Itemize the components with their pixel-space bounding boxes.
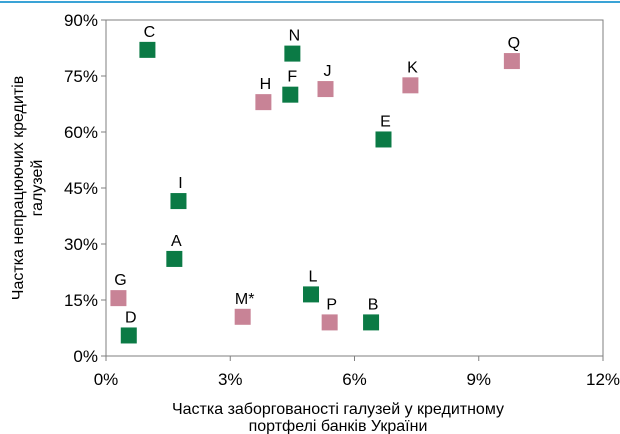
data-point-g <box>110 290 127 307</box>
data-point-i <box>170 193 187 210</box>
data-label-d: D <box>125 309 137 326</box>
y-tick-label: 45% <box>64 179 98 198</box>
data-label-m-star: M* <box>235 291 255 308</box>
y-tick-label: 60% <box>64 123 98 142</box>
data-point-a <box>166 250 183 267</box>
data-point-j <box>317 81 334 98</box>
y-tick-label: 0% <box>73 347 98 366</box>
x-tick-label: 3% <box>218 370 243 389</box>
data-label-k: K <box>407 59 418 76</box>
x-tick-label: 0% <box>94 370 119 389</box>
y-tick-label: 90% <box>64 11 98 30</box>
y-tick-label: 15% <box>64 291 98 310</box>
x-axis-title-line-1: Частка заборгованості галузей у кредитно… <box>172 401 504 418</box>
x-axis-title-line-2: портфелі банків України <box>249 418 428 434</box>
data-point-q <box>503 53 520 70</box>
x-axis-ticks: 0% 3% 6% 9% 12% <box>94 356 620 389</box>
data-label-i: I <box>178 175 182 192</box>
x-tick-label: 9% <box>466 370 491 389</box>
y-axis-title-line-1: Частка непрацюючих кредитів <box>10 76 27 300</box>
data-label-f: F <box>287 69 297 86</box>
data-points <box>110 41 520 344</box>
data-label-n: N <box>289 28 301 45</box>
data-point-e <box>375 131 392 148</box>
x-tick-label: 6% <box>342 370 367 389</box>
y-axis-ticks: 0% 15% 30% 45% 60% 75% 90% <box>64 11 106 366</box>
data-point-l <box>303 286 320 303</box>
data-label-g: G <box>114 272 126 289</box>
data-point-m-star <box>234 308 251 325</box>
data-point-k <box>402 77 419 94</box>
y-axis-title-line-2: галузей <box>29 160 46 217</box>
data-point-f <box>282 86 299 103</box>
data-label-q: Q <box>508 35 520 52</box>
data-label-h: H <box>260 76 272 93</box>
y-tick-label: 30% <box>64 235 98 254</box>
data-point-b <box>363 314 380 331</box>
data-label-l: L <box>309 268 318 285</box>
y-tick-label: 75% <box>64 67 98 86</box>
data-point-c <box>139 41 156 58</box>
data-label-e: E <box>380 113 391 130</box>
data-point-h <box>255 94 272 111</box>
data-label-a: A <box>171 233 182 250</box>
data-label-j: J <box>324 63 332 80</box>
data-point-labels: C N Q K J FH E I A L G M* P B D <box>114 24 520 327</box>
data-point-p <box>321 314 338 331</box>
data-point-d <box>120 327 137 344</box>
data-point-n <box>284 45 301 62</box>
data-label-b: B <box>368 296 379 313</box>
x-tick-label: 12% <box>586 370 620 389</box>
data-label-p: P <box>326 296 337 313</box>
data-label-c: C <box>144 24 156 41</box>
